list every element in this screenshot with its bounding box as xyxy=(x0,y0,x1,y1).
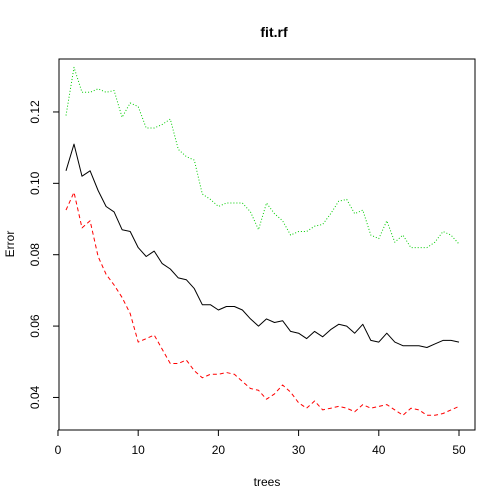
y-tick-label: 0.10 xyxy=(28,171,42,195)
chart-title: fit.rf xyxy=(260,24,288,40)
x-axis-label: trees xyxy=(254,475,281,489)
x-tick-label: 30 xyxy=(292,443,306,457)
y-axis: 0.04 0.06 0.08 0.10 0.12 xyxy=(28,100,60,409)
series-layer xyxy=(65,66,460,416)
x-tick-label: 10 xyxy=(132,443,146,457)
y-tick-label: 0.06 xyxy=(28,314,42,338)
y-tick-label: 0.12 xyxy=(28,100,42,124)
x-tick-label: 50 xyxy=(452,443,466,457)
y-axis-label: Error xyxy=(3,231,17,258)
x-axis: 0 10 20 30 40 50 xyxy=(55,429,466,457)
plot-frame xyxy=(58,58,476,431)
x-tick-label: 0 xyxy=(55,443,62,457)
x-tick-label: 20 xyxy=(212,443,226,457)
y-tick-label: 0.04 xyxy=(28,385,42,409)
x-tick-label: 40 xyxy=(372,443,386,457)
y-tick-label: 0.08 xyxy=(28,243,42,267)
series-line-dotted xyxy=(65,66,460,249)
series-line-dashed xyxy=(65,191,460,416)
series-line-solid xyxy=(65,143,460,348)
